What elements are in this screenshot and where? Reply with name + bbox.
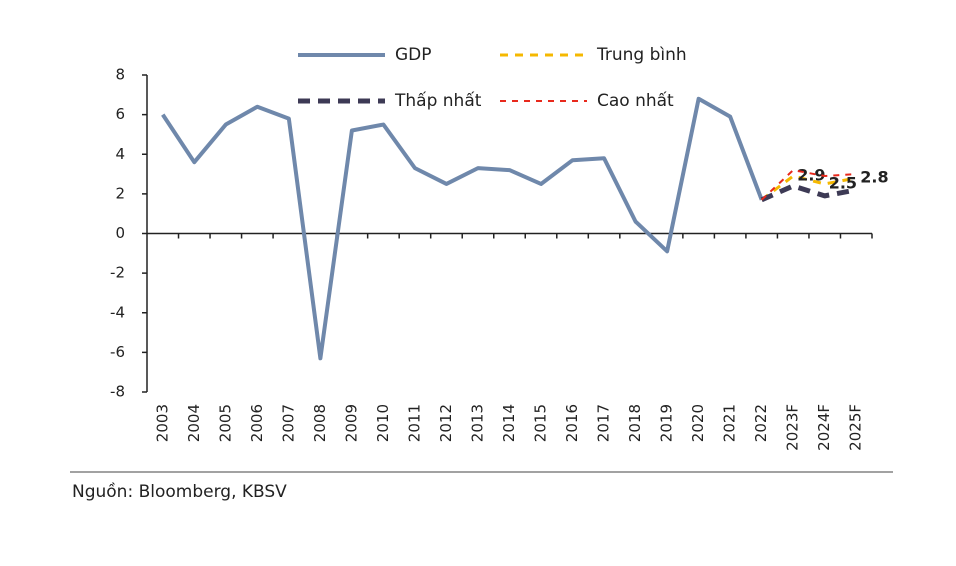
source: Nguồn: Bloomberg, KBSV [72, 481, 287, 502]
legend-label: Cao nhất [597, 90, 674, 111]
x-tick-label: 2022 [752, 404, 770, 442]
x-tick-label: 2004 [185, 404, 203, 442]
x-tick-label: 2007 [279, 404, 297, 442]
x-tick-label: 2010 [374, 404, 392, 442]
y-tick-label: -8 [110, 383, 125, 401]
legend-label: Trung bình [596, 45, 687, 65]
data-label: 2.8 [860, 168, 888, 187]
x-tick-label: 2016 [563, 404, 581, 442]
x-tick-label: 2009 [342, 404, 360, 442]
y-tick-label: 6 [115, 105, 125, 123]
legend-label: GDP [395, 45, 432, 65]
x-tick-label: 2013 [468, 404, 486, 442]
x-tick-label: 2017 [595, 404, 613, 442]
x-tick-label: 2020 [689, 404, 707, 442]
x-tick-label: 2015 [532, 404, 550, 442]
x-tick-label: 2003 [153, 404, 171, 442]
series-line [760, 183, 857, 203]
series-line [760, 174, 857, 202]
x-tick-label: 2008 [311, 404, 329, 442]
x-tick-label: 2023F [784, 404, 802, 451]
data-label: 2.5 [829, 173, 857, 192]
x-tick-label: 2021 [721, 404, 739, 442]
x-tick-label: 2024F [815, 404, 833, 451]
y-tick-label: 8 [115, 66, 125, 84]
y-tick-label: 2 [115, 184, 125, 202]
series-line [161, 96, 764, 361]
x-tick-label: 2014 [500, 404, 518, 442]
x-tick-label: 2005 [216, 404, 234, 442]
x-tick-label: 2006 [248, 404, 266, 442]
x-tick-label: 2018 [626, 404, 644, 442]
y-tick-label: -4 [110, 303, 125, 321]
y-tick-label: -2 [110, 264, 125, 282]
legend-label: Thấp nhất [394, 90, 482, 111]
y-tick-label: 4 [115, 145, 125, 163]
y-tick-label: 0 [115, 224, 125, 242]
x-tick-label: 2012 [437, 404, 455, 442]
x-tick-label: 2011 [405, 404, 423, 442]
x-tick-label: 2019 [658, 404, 676, 442]
data-label: 2.9 [797, 166, 825, 185]
x-tick-label: 2025F [847, 404, 865, 451]
y-tick-label: -6 [110, 343, 125, 361]
